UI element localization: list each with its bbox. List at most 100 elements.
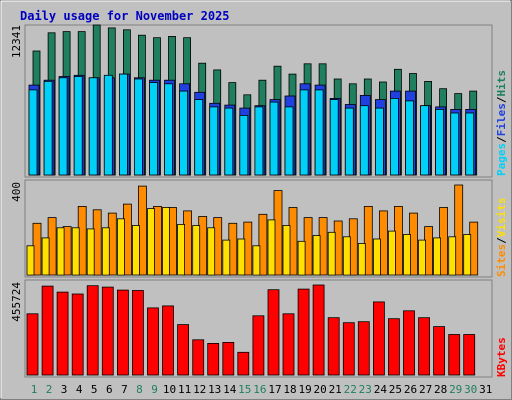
panel-hits-files-pages-ymax-label: 12341 (10, 25, 23, 58)
bar-pages-day-6 (103, 74, 113, 176)
bar-kbytes-day-12 (192, 339, 205, 376)
bar-pages-day-12 (194, 99, 204, 176)
day-label-4: 4 (76, 383, 83, 396)
bar-kbytes-day-10 (162, 305, 174, 376)
bar-sites-day-25 (387, 230, 396, 276)
bar-kbytes-day-21 (327, 317, 340, 376)
bar-sites-day-1 (26, 245, 35, 276)
bar-pages-day-27 (420, 105, 430, 176)
bar-sites-day-5 (86, 228, 95, 276)
bar-sites-day-24 (372, 238, 381, 276)
bar-pages-day-18 (284, 106, 294, 176)
day-label-8: 8 (136, 383, 143, 396)
legend-pages: Pages (495, 143, 508, 176)
bar-pages-day-11 (179, 90, 189, 176)
panel-visits-sites-ymax-label: 400 (10, 182, 23, 202)
day-label-20: 20 (313, 383, 326, 396)
legend-sep-1: / (495, 136, 508, 143)
bar-sites-day-21 (327, 231, 336, 276)
bar-kbytes-day-7 (117, 289, 129, 376)
bar-pages-day-22 (344, 107, 354, 176)
day-label-2: 2 (46, 383, 53, 396)
legend-kbytes: KBytes (495, 337, 508, 377)
bar-sites-day-26 (403, 234, 411, 276)
bar-sites-day-8 (131, 225, 140, 276)
bar-pages-day-3 (58, 77, 68, 176)
bar-visits-day-23 (363, 205, 373, 276)
bar-kbytes-day-29 (448, 334, 461, 376)
bar-sites-day-30 (463, 234, 472, 276)
bar-visits-day-16 (258, 213, 268, 276)
legend-hits: Hits (495, 70, 508, 97)
bar-kbytes-day-9 (147, 307, 159, 376)
bar-kbytes-day-18 (282, 313, 295, 376)
bar-kbytes-day-16 (252, 315, 265, 376)
bar-kbytes-day-26 (403, 310, 415, 376)
panel-kbytes-bars (26, 284, 476, 376)
day-label-29: 29 (449, 383, 462, 396)
bar-kbytes-day-17 (267, 289, 280, 376)
bar-pages-day-23 (359, 105, 369, 176)
bar-kbytes-day-20 (312, 284, 325, 376)
day-label-7: 7 (121, 383, 128, 396)
day-label-5: 5 (91, 383, 98, 396)
bar-kbytes-day-28 (433, 326, 446, 376)
day-label-26: 26 (404, 383, 417, 396)
bar-sites-day-20 (312, 235, 321, 276)
bar-sites-day-19 (297, 240, 306, 276)
legend-sep-3: / (495, 237, 508, 244)
day-label-31: 31 (479, 383, 492, 396)
panel-visits-sites: 400 Sites/Visits (10, 179, 508, 278)
day-label-14: 14 (223, 383, 237, 396)
day-label-12: 12 (193, 383, 206, 396)
bar-kbytes-day-2 (41, 285, 54, 376)
bar-sites-day-11 (177, 223, 186, 276)
day-label-27: 27 (419, 383, 432, 396)
panel-hits-files-pages-legend: Pages/Files/Hits (495, 70, 508, 176)
panel-hits-files-pages: 12341 Pages/Files/Hits (10, 24, 508, 178)
legend-files: Files (495, 103, 508, 136)
legend-visits: Visits (495, 198, 508, 238)
bar-pages-day-26 (405, 100, 414, 176)
day-label-22: 22 (344, 383, 357, 396)
bar-sites-day-18 (282, 225, 291, 276)
day-label-11: 11 (178, 383, 191, 396)
bar-pages-day-20 (314, 89, 324, 176)
bar-pages-day-17 (269, 101, 279, 176)
bar-pages-day-7 (119, 73, 128, 176)
bar-sites-day-23 (357, 243, 366, 276)
panel-kbytes: 455724 KBytes (10, 279, 508, 378)
bar-sites-day-10 (162, 207, 170, 276)
day-label-9: 9 (151, 383, 158, 396)
bar-kbytes-day-5 (86, 285, 99, 376)
bar-sites-day-29 (448, 236, 457, 276)
bar-pages-day-5 (88, 77, 98, 176)
bar-sites-day-15 (237, 238, 246, 276)
bar-visits-day-29 (454, 184, 464, 276)
bar-sites-day-6 (101, 227, 110, 276)
day-label-13: 13 (208, 383, 221, 396)
bar-kbytes-day-23 (357, 321, 370, 376)
bar-sites-day-14 (222, 239, 231, 276)
bar-kbytes-day-24 (372, 301, 385, 376)
bar-kbytes-day-4 (71, 293, 84, 376)
day-label-19: 19 (298, 383, 311, 396)
day-label-18: 18 (283, 383, 296, 396)
day-label-1: 1 (31, 383, 38, 396)
bar-pages-day-13 (209, 106, 219, 176)
bar-kbytes-day-19 (297, 288, 310, 376)
day-label-10: 10 (163, 383, 176, 396)
bar-kbytes-day-3 (56, 291, 69, 376)
bar-sites-day-17 (267, 219, 276, 276)
bar-kbytes-day-15 (237, 351, 250, 376)
panel-visits-sites-legend: Sites/Visits (495, 198, 508, 278)
legend-sites: Sites (495, 244, 508, 277)
bar-sites-day-12 (192, 225, 201, 276)
bar-kbytes-day-14 (222, 341, 235, 376)
bar-pages-day-4 (73, 76, 83, 176)
bar-sites-day-3 (56, 227, 65, 276)
bar-pages-day-19 (299, 89, 309, 176)
bar-pages-day-15 (239, 115, 249, 176)
panel-kbytes-legend: KBytes (495, 337, 508, 377)
